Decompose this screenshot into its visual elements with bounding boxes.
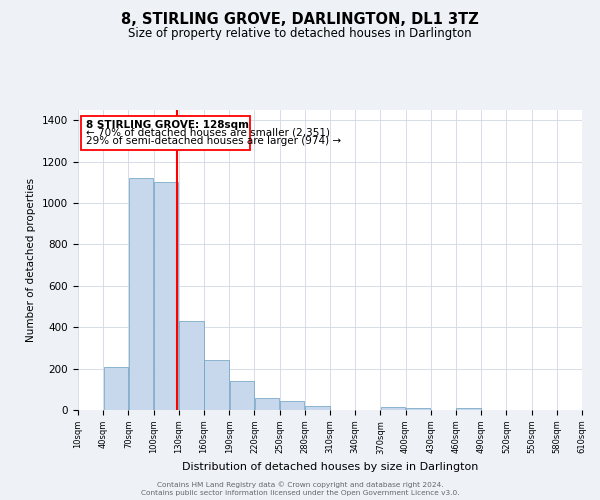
Bar [255, 398, 279, 410]
Bar [457, 408, 481, 410]
Text: ← 70% of detached houses are smaller (2,351): ← 70% of detached houses are smaller (2,… [86, 128, 331, 138]
Text: 8 STIRLING GROVE: 128sqm: 8 STIRLING GROVE: 128sqm [86, 120, 250, 130]
Text: Size of property relative to detached houses in Darlington: Size of property relative to detached ho… [128, 28, 472, 40]
Bar [205, 360, 229, 410]
Text: Contains HM Land Registry data © Crown copyright and database right 2024.: Contains HM Land Registry data © Crown c… [157, 481, 443, 488]
Bar [381, 407, 405, 410]
FancyBboxPatch shape [80, 116, 250, 150]
Bar [406, 408, 430, 410]
Bar [230, 381, 254, 410]
Bar [129, 178, 153, 410]
Text: 8, STIRLING GROVE, DARLINGTON, DL1 3TZ: 8, STIRLING GROVE, DARLINGTON, DL1 3TZ [121, 12, 479, 28]
Text: 29% of semi-detached houses are larger (974) →: 29% of semi-detached houses are larger (… [86, 136, 341, 146]
Bar [305, 406, 329, 410]
Bar [154, 182, 178, 410]
X-axis label: Distribution of detached houses by size in Darlington: Distribution of detached houses by size … [182, 462, 478, 472]
Bar [280, 400, 304, 410]
Bar [179, 321, 203, 410]
Text: Contains public sector information licensed under the Open Government Licence v3: Contains public sector information licen… [140, 490, 460, 496]
Bar [104, 366, 128, 410]
Y-axis label: Number of detached properties: Number of detached properties [26, 178, 37, 342]
